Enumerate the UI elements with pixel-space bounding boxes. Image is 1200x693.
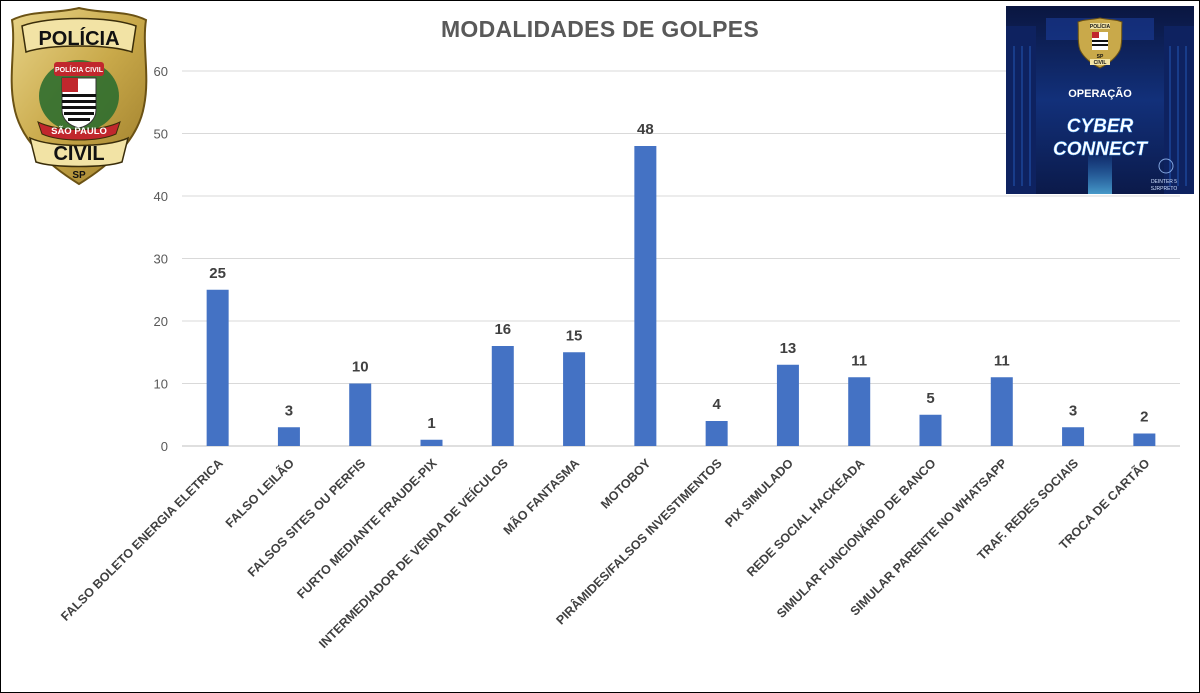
chart-title: MODALIDADES DE GOLPES	[440, 16, 760, 42]
svg-text:SÃO PAULO: SÃO PAULO	[51, 126, 107, 137]
svg-text:POLÍCIA: POLÍCIA	[38, 27, 119, 50]
operacao-cyber-connect-image: POLÍCIA SP CIVIL OPERAÇÃO CYBER CONNECT …	[1006, 6, 1194, 194]
bar	[277, 427, 300, 446]
bar	[563, 352, 586, 446]
bars	[206, 146, 1156, 446]
x-tick-label: FURTO MEDIANTE FRAUDE-PIX	[294, 456, 440, 602]
data-labels: 25 3 10 1 16 15 48 4 13 11 5 11 3 2	[209, 121, 1148, 432]
y-axis-ticks: 0 10 20 30 40 50 60	[154, 64, 168, 454]
bar	[990, 377, 1013, 446]
bar	[1062, 427, 1085, 446]
policia-civil-badge-logo: POLÍCIA POLÍCIA CIVIL SÃO PAULO CIVIL SP	[10, 6, 148, 186]
svg-text:SP: SP	[1097, 54, 1104, 60]
data-label: 10	[352, 359, 369, 376]
data-label: 3	[1069, 402, 1077, 419]
x-tick-label: FALSOS SITES OU PERFIS	[245, 456, 368, 579]
bar	[1133, 433, 1156, 446]
data-label: 4	[712, 396, 721, 413]
y-tick-label: 60	[154, 64, 168, 79]
x-tick-label: REDE SOCIAL HACKEADA	[744, 456, 867, 579]
bar	[634, 146, 657, 446]
cyber-label: CYBER	[1067, 116, 1134, 137]
y-tick-label: 0	[161, 439, 168, 454]
x-tick-label: SIMULAR FUNCIONÁRIO DE BANCO	[773, 455, 938, 620]
svg-text:SJRPRETO: SJRPRETO	[1151, 186, 1178, 192]
connect-label: CONNECT	[1053, 139, 1148, 160]
x-tick-label: FALSO LEILÃO	[222, 455, 297, 530]
data-label: 25	[209, 265, 226, 282]
data-label: 2	[1140, 409, 1148, 426]
bar	[349, 383, 372, 446]
y-tick-label: 50	[154, 127, 168, 142]
data-label: 1	[427, 415, 435, 432]
svg-text:CIVIL: CIVIL	[1094, 60, 1107, 66]
y-tick-label: 40	[154, 189, 168, 204]
data-label: 16	[494, 321, 511, 338]
bar	[705, 421, 728, 446]
y-tick-label: 10	[154, 377, 168, 392]
data-label: 48	[637, 121, 654, 138]
data-label: 13	[780, 340, 797, 357]
y-tick-label: 20	[154, 314, 168, 329]
bar	[420, 439, 443, 446]
bar	[206, 289, 229, 446]
bar	[491, 346, 514, 446]
x-tick-label: SIMULAR PARENTE NO WHATSAPP	[848, 456, 1010, 618]
bar	[919, 414, 942, 446]
svg-text:DEINTER 5: DEINTER 5	[1151, 179, 1177, 185]
bar	[776, 364, 799, 446]
x-tick-label: PIX SIMULADO	[722, 456, 796, 530]
x-tick-label: MOTOBOY	[598, 456, 654, 512]
svg-text:POLÍCIA CIVIL: POLÍCIA CIVIL	[55, 65, 104, 74]
x-tick-label: PIRÂMIDES/FALSOS INVESTIMENTOS	[553, 456, 725, 628]
data-label: 3	[285, 402, 293, 419]
data-label: 5	[926, 390, 934, 407]
svg-text:CIVIL: CIVIL	[53, 143, 104, 165]
x-tick-label: MÃO FANTASMA	[500, 456, 582, 538]
x-tick-label: FALSO BOLETO ENERGIA ELETRICA	[58, 456, 226, 624]
data-label: 11	[994, 352, 1010, 369]
data-label: 15	[566, 327, 583, 344]
y-tick-label: 30	[154, 252, 168, 267]
data-label: 11	[851, 352, 867, 369]
operacao-label: OPERAÇÃO	[1068, 87, 1132, 100]
bar	[848, 377, 871, 446]
svg-text:POLÍCIA: POLÍCIA	[1090, 22, 1111, 30]
svg-text:SP: SP	[72, 170, 86, 181]
